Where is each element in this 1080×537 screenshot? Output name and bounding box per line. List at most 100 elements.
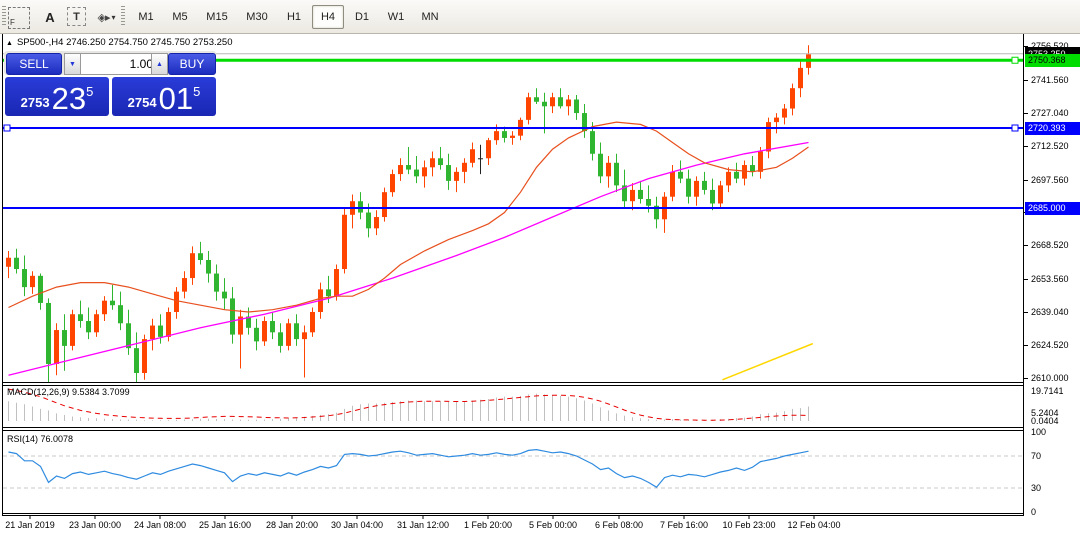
- buy-button[interactable]: BUY: [168, 53, 216, 75]
- candle-body: [534, 97, 539, 102]
- candle-body: [558, 97, 563, 107]
- macd-panel[interactable]: [3, 386, 1023, 427]
- time-tick: [356, 516, 358, 519]
- price-tick: [1024, 112, 1028, 114]
- panel-separator[interactable]: [2, 430, 1024, 431]
- ohlc-values: 2746.250 2754.750 2745.750 2753.250: [66, 37, 233, 48]
- macd-label: MACD(12,26,9) 9.5384 3.7099: [7, 387, 130, 397]
- text-label-icon[interactable]: T: [67, 7, 86, 26]
- time-tick: [813, 516, 815, 519]
- panel-separator[interactable]: [2, 382, 1024, 383]
- price-tick-label: 2727.040: [1031, 107, 1069, 118]
- timeframe-m1[interactable]: M1: [138, 11, 154, 23]
- candle-body: [686, 178, 691, 197]
- candle-body: [182, 278, 187, 292]
- rsi-axis-label: 100: [1031, 427, 1047, 437]
- price-axis[interactable]: 2756.520 2741.560 2727.040 2712.520 2697.560…: [1024, 34, 1080, 517]
- t-icon-label: T: [73, 10, 80, 23]
- timeframe-m30[interactable]: M30: [246, 11, 268, 23]
- time-tick-label: 28 Jan 20:00: [265, 520, 319, 530]
- chart-toolbar: F A T ◈▸ ▾ M1 M5 M15 M30 H1 H4 D1 W1 MN: [0, 0, 1080, 34]
- timeframe-m15[interactable]: M15: [206, 11, 228, 23]
- template-f-icon[interactable]: F: [8, 7, 30, 29]
- candle-body: [206, 259, 211, 274]
- candle-body: [454, 171, 459, 181]
- candle-body: [486, 140, 491, 159]
- candle-body: [294, 323, 299, 340]
- arrow-objects-icon[interactable]: ◈▸ ▾: [92, 5, 120, 29]
- price-tick-label: 2712.520: [1031, 140, 1069, 151]
- rsi-panel[interactable]: [3, 431, 1023, 513]
- candle-body: [302, 332, 307, 340]
- candle-body: [262, 321, 267, 342]
- candle-body: [286, 323, 291, 346]
- candle-body: [550, 97, 555, 107]
- time-tick: [552, 516, 554, 519]
- chart-title: ▲ SP500-,H4 2746.250 2754.750 2745.750 27…: [6, 37, 232, 48]
- candle-body: [38, 275, 43, 303]
- candle-body: [574, 99, 579, 114]
- panel-separator[interactable]: [2, 513, 1024, 514]
- price-tick: [1024, 279, 1028, 281]
- candle-body: [470, 149, 475, 163]
- volume-input[interactable]: [80, 53, 158, 75]
- price-tick: [1024, 245, 1028, 247]
- candle-body: [150, 325, 155, 340]
- dropdown-arrow-icon[interactable]: ▾: [111, 12, 115, 22]
- panel-separator: [2, 515, 1024, 516]
- candle-body: [414, 169, 419, 177]
- candle-body: [646, 198, 651, 206]
- rsi-axis-label: 30: [1031, 483, 1042, 493]
- candle-body: [478, 158, 483, 160]
- candle-body: [214, 273, 219, 292]
- candle-body: [446, 165, 451, 181]
- time-tick: [487, 516, 489, 519]
- candle-body: [462, 162, 467, 172]
- price-tick-label: 2653.560: [1031, 274, 1069, 285]
- candle-body: [718, 185, 723, 204]
- candle-body: [6, 257, 11, 267]
- volume-decrease-button[interactable]: ▼: [64, 53, 81, 75]
- panel-separator[interactable]: [2, 385, 1024, 386]
- timeframe-m5[interactable]: M5: [172, 11, 188, 23]
- time-tick-label: 24 Jan 08:00: [133, 520, 187, 530]
- toolbar-grip-2[interactable]: [121, 6, 125, 27]
- candle-body: [382, 192, 387, 218]
- candle-body: [110, 300, 115, 306]
- timeframe-d1[interactable]: D1: [354, 11, 370, 23]
- toolbar-grip[interactable]: [2, 6, 6, 27]
- candle-body: [278, 332, 283, 346]
- time-axis[interactable]: 21 Jan 2019 23 Jan 00:00 24 Jan 08:00 25 Ja…: [0, 516, 1080, 537]
- candle-body: [678, 171, 683, 179]
- ma-fast-line: [8, 121, 809, 313]
- candle-body: [230, 298, 235, 335]
- price-tick: [1024, 311, 1028, 313]
- buy-price-display[interactable]: 2754 01 5: [112, 77, 216, 116]
- panel-separator[interactable]: [2, 427, 1024, 428]
- price-label-box: 2720.393: [1025, 121, 1080, 135]
- line-handle: [1011, 56, 1019, 64]
- candle-body: [30, 275, 35, 288]
- candle-body: [430, 158, 435, 168]
- price-tick: [1024, 179, 1028, 181]
- sell-price-display[interactable]: 2753 23 5: [5, 77, 109, 116]
- candle-body: [774, 117, 779, 123]
- timeframe-h4[interactable]: H4: [312, 5, 344, 29]
- sell-button[interactable]: SELL: [6, 53, 62, 75]
- candle-body: [654, 205, 659, 220]
- time-tick-label: 1 Feb 20:00: [463, 520, 513, 530]
- candle-body: [494, 131, 499, 141]
- timeframe-mn[interactable]: MN: [421, 11, 439, 23]
- time-tick: [29, 516, 31, 519]
- timeframe-h1[interactable]: H1: [286, 11, 302, 23]
- time-tick: [224, 516, 226, 519]
- price-chart[interactable]: [3, 34, 1023, 382]
- insert-text-icon[interactable]: A: [38, 5, 62, 29]
- candle-body: [566, 99, 571, 107]
- timeframe-w1[interactable]: W1: [387, 11, 405, 23]
- volume-increase-button[interactable]: ▲: [151, 53, 168, 75]
- candle-body: [606, 162, 611, 177]
- one-click-collapse-arrow[interactable]: ▲: [6, 40, 13, 47]
- candle-body: [222, 291, 227, 299]
